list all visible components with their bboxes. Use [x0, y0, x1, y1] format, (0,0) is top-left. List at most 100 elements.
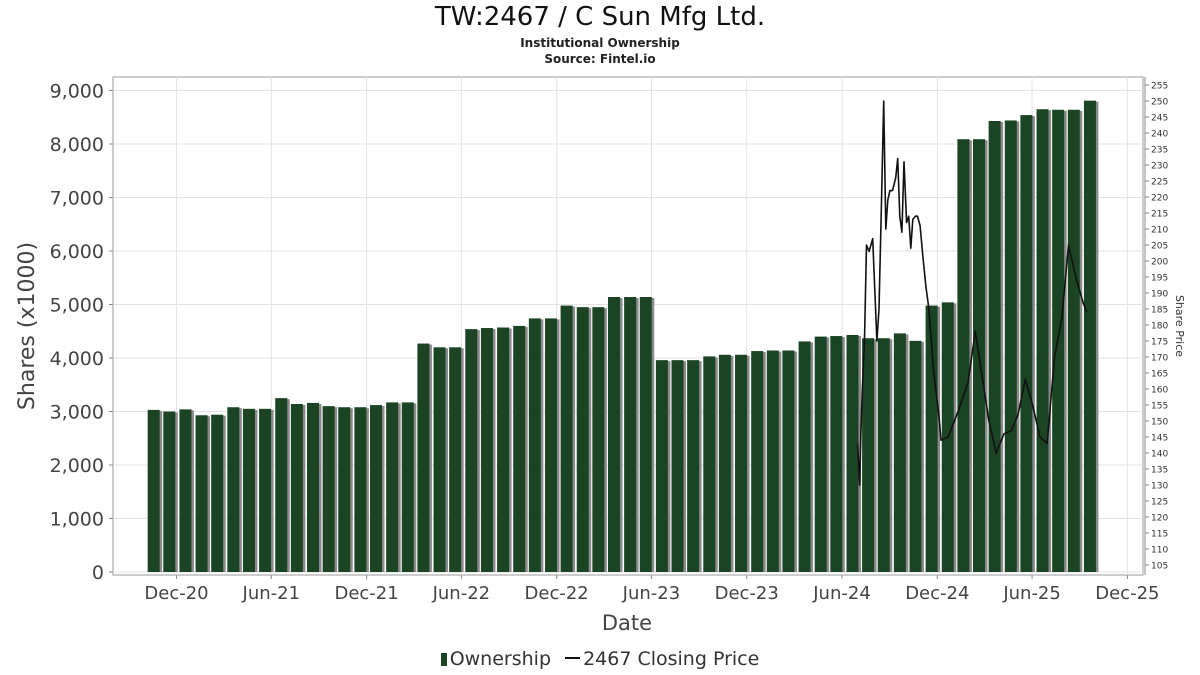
y2-tick-label: 155: [1151, 402, 1168, 412]
bar-body: [528, 318, 541, 572]
ownership-bar: [846, 334, 861, 572]
y2-tick-label: 130: [1151, 482, 1168, 492]
bar-body: [862, 338, 875, 572]
ownership-bar: [227, 407, 242, 572]
ownership-bar: [751, 351, 766, 572]
y-tick-label: 1,000: [50, 509, 104, 531]
ownership-bar: [259, 408, 274, 572]
ownership-bar: [211, 414, 226, 572]
bar-body: [370, 405, 383, 572]
y2-tick-label: 225: [1151, 178, 1168, 188]
ownership-bar: [449, 347, 464, 572]
ownership-bar: [195, 415, 211, 572]
y2-tick-label: 205: [1151, 242, 1168, 252]
legend-item-price[interactable]: 2467 Closing Price: [561, 648, 759, 670]
bar-body: [751, 351, 764, 572]
ownership-bar: [1004, 120, 1020, 573]
x-tick-label: Dec-21: [334, 583, 398, 604]
ownership-bar: [830, 336, 845, 572]
y2-tick-label: 160: [1151, 386, 1168, 396]
y2-tick-label: 190: [1151, 290, 1168, 300]
y2-tick-label: 115: [1151, 530, 1168, 540]
y2-tick-label: 140: [1151, 450, 1168, 460]
y2-tick-label: 230: [1151, 162, 1168, 172]
y2-tick-label: 245: [1151, 114, 1168, 124]
ownership-bar: [1067, 109, 1083, 572]
y-tick-label: 9,000: [50, 81, 104, 103]
ownership-bar: [354, 407, 369, 572]
y2-tick-label: 235: [1151, 146, 1168, 156]
bar-body: [307, 402, 320, 572]
y-tick-label: 2,000: [50, 455, 104, 477]
bar-body: [449, 347, 462, 572]
ownership-bar: [163, 411, 178, 572]
ownership-bar: [497, 327, 512, 572]
y-tick-label: 6,000: [50, 241, 104, 263]
legend-swatch-bar: [440, 653, 447, 666]
ownership-bar: [307, 402, 322, 572]
ownership-bar: [290, 404, 306, 572]
ownership-bar: [925, 305, 941, 572]
x-tick-label: Dec-24: [905, 583, 969, 604]
x-tick-label: Jun-23: [622, 583, 681, 604]
ownership-bar: [624, 297, 639, 572]
ownership-bar: [735, 354, 750, 572]
bar-body: [242, 408, 255, 572]
ownership-bar: [544, 318, 560, 572]
bar-body: [925, 305, 938, 572]
x-axis: Dec-20 Jun-21 Dec-21 Jun-22 Dec-22 Jun-23 Dec-…: [144, 575, 1159, 604]
y2-tick-label: 200: [1151, 258, 1168, 268]
bar-body: [655, 360, 668, 572]
bar-body: [687, 360, 700, 572]
x-tick-label: Dec-20: [144, 583, 208, 604]
ownership-bars: [147, 100, 1099, 573]
y2-tick-label: 215: [1151, 210, 1168, 220]
bar-body: [227, 407, 240, 572]
bar-body: [782, 350, 795, 572]
bar-body: [513, 325, 526, 572]
bar-body: [671, 360, 684, 572]
bar-body: [798, 341, 811, 572]
bar-body: [322, 406, 335, 572]
bar-body: [1067, 109, 1080, 572]
bar-body: [497, 327, 510, 572]
bar-body: [877, 338, 890, 572]
x-tick-label: Jun-22: [432, 583, 491, 604]
ownership-bar: [576, 307, 592, 572]
bar-body: [830, 336, 843, 572]
ownership-bar: [1020, 115, 1035, 573]
bar-body: [211, 414, 224, 572]
y2-tick-label: 135: [1151, 466, 1168, 476]
ownership-bar: [528, 318, 544, 572]
bar-body: [560, 305, 573, 572]
legend-label-price: 2467 Closing Price: [583, 648, 760, 670]
ownership-bar: [242, 408, 258, 572]
bar-body: [338, 407, 351, 572]
bar-body: [639, 297, 652, 572]
ownership-bar: [560, 305, 576, 572]
y2-tick-label: 110: [1151, 546, 1168, 556]
ownership-bar: [513, 325, 528, 572]
ownership-bar: [386, 402, 401, 572]
bar-body: [179, 409, 192, 572]
bar-body: [909, 340, 922, 572]
y2-tick-label: 120: [1151, 514, 1168, 524]
bar-body: [259, 408, 272, 572]
ownership-bar: [275, 398, 290, 572]
y-tick-label: 0: [92, 562, 104, 584]
legend-label-ownership: Ownership: [449, 648, 552, 670]
bar-body: [814, 336, 827, 572]
y2-tick-label: 175: [1151, 338, 1168, 348]
ownership-bar: [862, 338, 877, 572]
y-tick-label: 7,000: [50, 188, 104, 210]
x-tick-label: Jun-21: [242, 583, 301, 604]
y-tick-label: 4,000: [50, 348, 104, 370]
chart-title: TW:2467 / C Sun Mfg Ltd.: [434, 2, 766, 32]
chart-source: Source: Fintel.io: [544, 52, 656, 66]
y2-tick-label: 180: [1151, 322, 1168, 332]
ownership-bar: [893, 333, 909, 572]
ownership-bar: [909, 340, 924, 572]
legend-item-ownership[interactable]: Ownership: [440, 648, 552, 670]
y2-tick-label: 240: [1151, 130, 1168, 140]
